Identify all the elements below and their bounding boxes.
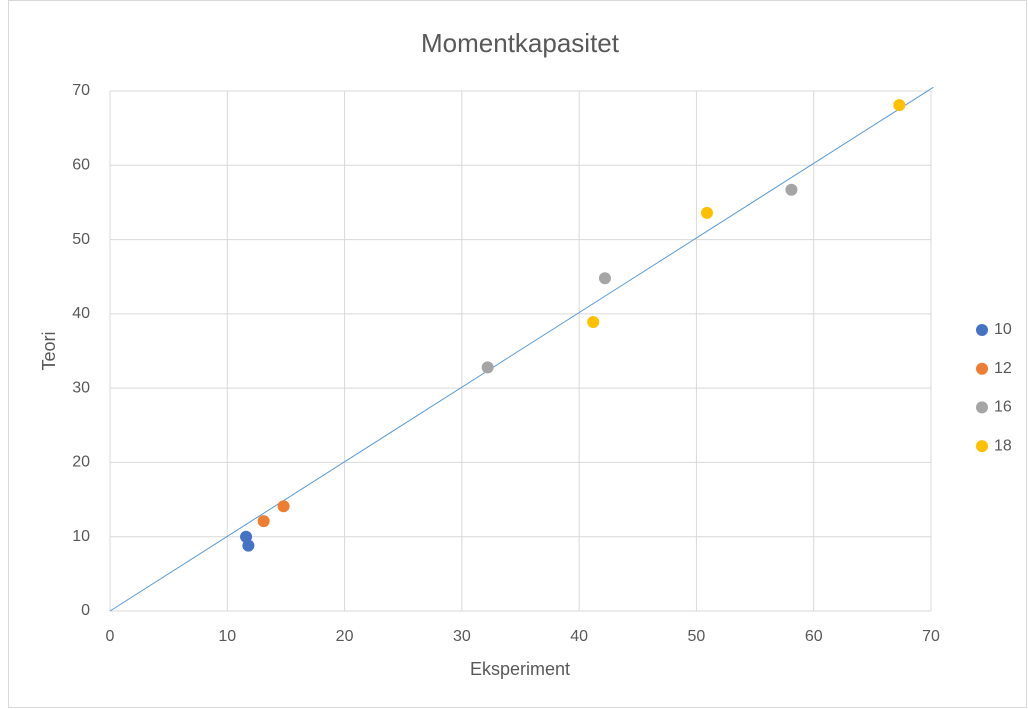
y-tick-label: 60: [72, 157, 90, 174]
x-tick-label: 70: [922, 628, 940, 645]
chart-frame: [8, 0, 1027, 708]
y-tick-label: 40: [72, 305, 90, 322]
x-tick-label: 60: [805, 628, 823, 645]
data-point: [785, 183, 798, 196]
y-axis-label: Teori: [39, 331, 59, 370]
y-tick-label: 70: [72, 82, 90, 99]
data-point: [257, 515, 270, 528]
legend-label: 10: [994, 321, 1012, 338]
x-tick-label: 30: [453, 628, 471, 645]
x-tick-label: 50: [688, 628, 706, 645]
data-point: [481, 361, 494, 374]
legend-marker: [976, 362, 988, 375]
reference-line: [109, 86, 934, 612]
x-axis-label: Eksperiment: [470, 659, 570, 679]
y-tick-label: 50: [72, 231, 90, 248]
legend-label: 18: [994, 437, 1012, 454]
chart-title: Momentkapasitet: [421, 28, 620, 58]
x-tick-label: 0: [106, 628, 115, 645]
legend-label: 12: [994, 360, 1012, 377]
data-point: [242, 539, 255, 552]
data-point: [587, 316, 600, 329]
x-tick-label: 10: [218, 628, 236, 645]
y-tick-label: 20: [72, 454, 90, 471]
legend-marker: [976, 324, 988, 336]
data-point: [598, 272, 611, 285]
legend-marker: [976, 401, 988, 414]
y-tick-label: 10: [72, 528, 90, 545]
x-tick-label: 40: [570, 628, 588, 645]
data-point: [893, 99, 906, 112]
legend-label: 16: [994, 399, 1012, 416]
y-tick-label: 0: [81, 602, 90, 619]
legend-marker: [976, 440, 988, 453]
x-tick-label: 20: [336, 628, 354, 645]
data-point: [277, 500, 290, 513]
data-point: [700, 206, 713, 219]
y-tick-label: 30: [72, 379, 90, 396]
